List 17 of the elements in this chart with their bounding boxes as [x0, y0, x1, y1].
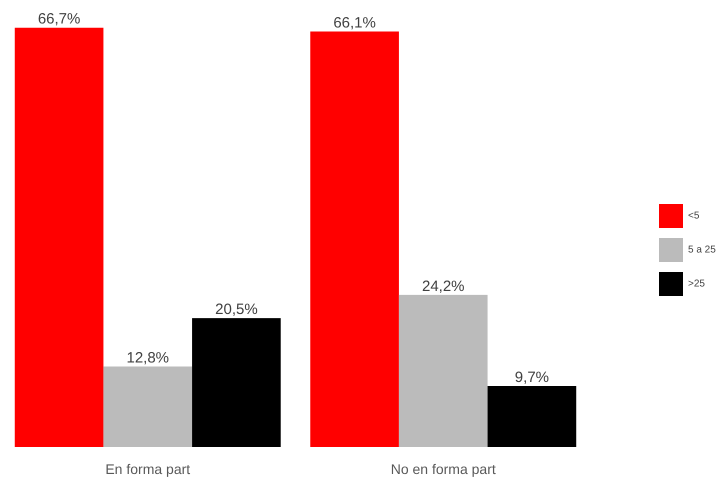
bar: [488, 386, 576, 447]
data-label: 20,5%: [215, 301, 258, 318]
data-label: 9,7%: [514, 369, 549, 386]
data-label: 12,8%: [126, 350, 170, 367]
x-tick-label: No en forma part: [390, 461, 496, 477]
data-label: 24,2%: [422, 278, 465, 295]
bar: [192, 318, 281, 447]
x-tick-label: En forma part: [105, 461, 190, 477]
bar: [14, 28, 104, 447]
bar: [398, 294, 488, 447]
data-label: 66,7%: [38, 10, 80, 28]
legend-label: >25: [688, 278, 706, 290]
legend-label: <5: [688, 210, 700, 222]
data-label: 66,1%: [333, 14, 376, 32]
bar: [103, 366, 192, 447]
bar: [310, 32, 399, 447]
legend-label: 5 a 25: [688, 244, 716, 256]
